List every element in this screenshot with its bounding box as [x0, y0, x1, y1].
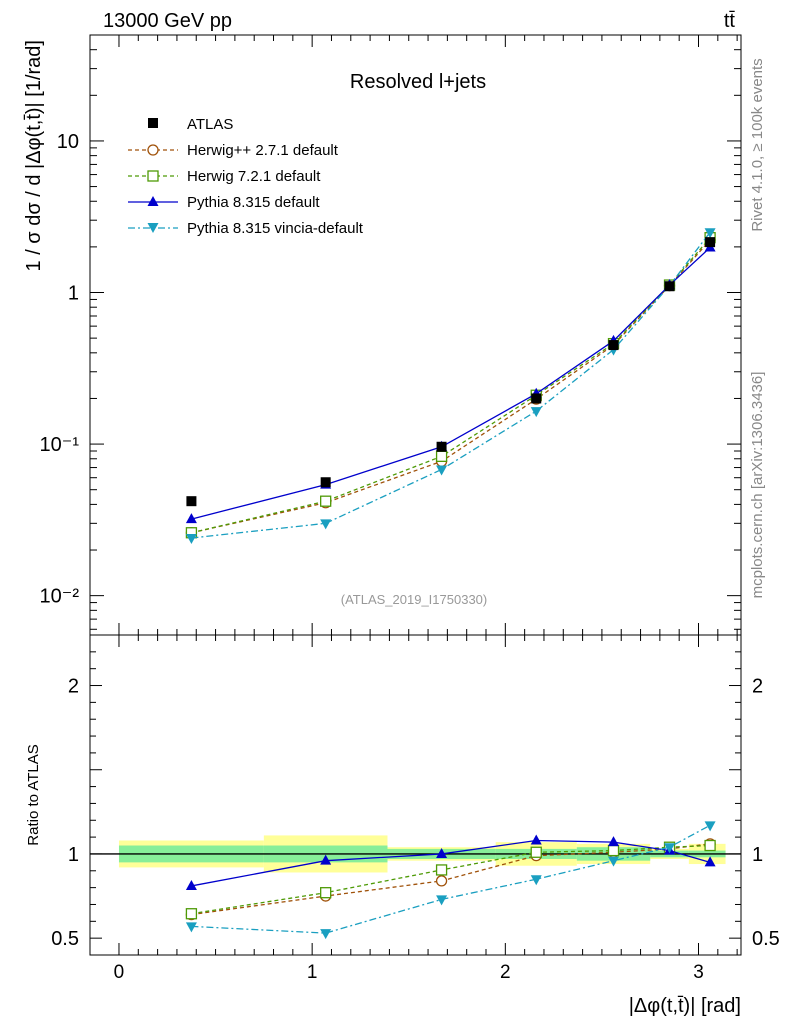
ratio-point-pythia-8-315-default: [320, 854, 332, 865]
x-tick-label: 0: [114, 962, 125, 983]
ratio-point-pythia-8-315-vincia-default: [704, 821, 716, 832]
legend-entry-atlas: ATLAS: [148, 116, 233, 133]
main-line-pythia-8-315-vincia-default: [191, 231, 711, 539]
ratio-point-pythia-8-315-default: [530, 834, 542, 845]
y-tick-label: 10⁻²: [40, 586, 80, 608]
ratio-point-herwig-2-7-1-default: [435, 875, 448, 887]
legend-entry-herwig7: Herwig 7.2.1 default: [128, 168, 321, 185]
rivet-label: Rivet 4.1.0, ≥ 100k events: [749, 58, 766, 231]
ratio-y-tick-label: 1: [68, 844, 79, 866]
ratio-plot-frame: [89, 634, 742, 956]
x-tick-label: 2: [500, 962, 511, 983]
legend-marker-pythia: [147, 196, 159, 206]
ratio-point-herwig-7-2-1-default: [530, 846, 542, 858]
legend-entry-herwig-pp: Herwig++ 2.7.1 default: [128, 142, 339, 159]
main-point-pythia-8-315-vincia-default: [185, 534, 197, 545]
ratio-point-pythia-8-315-vincia-default: [608, 856, 620, 867]
main-line-pythia-8-315-default: [191, 247, 711, 520]
ratio-y-tick-label: 0.5: [51, 928, 79, 950]
main-point-atlas: [436, 441, 447, 452]
legend: ATLAS Herwig++ 2.7.1 default Herwig 7.2.…: [128, 116, 364, 237]
main-point-atlas: [664, 281, 675, 292]
ratio-point-pythia-8-315-default: [185, 879, 197, 890]
chart-title: Resolved l+jets: [350, 71, 486, 93]
ratio-point-herwig-7-2-1-default: [435, 864, 448, 876]
y-tick-label: 1: [68, 283, 79, 305]
ratio-point-pythia-8-315-default: [608, 836, 620, 847]
ratio-y-tick-label-right: 2: [752, 676, 763, 698]
ratio-point-herwig-7-2-1-default: [607, 844, 620, 857]
legend-label-pythia: Pythia 8.315 default: [187, 194, 320, 211]
energy-label: 13000 GeV pp: [103, 10, 232, 32]
ratio-y-axis-label: Ratio to ATLAS: [25, 744, 42, 845]
main-point-atlas: [705, 237, 716, 248]
main-line-herwig-7-2-1-default: [191, 237, 711, 534]
ratio-y-tick-label-right: 0.5: [752, 928, 780, 950]
legend-label-pythia-vincia: Pythia 8.315 vincia-default: [187, 220, 364, 237]
axes-ticks: 0 1 2 3 10⁻² 10⁻¹ 1 10 0.5 0.5 1 1 2 2: [40, 34, 780, 983]
main-y-axis-label: 1 / σ dσ / d |Δφ(t,t̄)| [1/rad]: [23, 40, 45, 271]
y-tick-label: 10⁻¹: [40, 434, 80, 456]
main-point-pythia-8-315-vincia-default: [530, 407, 542, 418]
ratio-point-pythia-8-315-vincia-default: [185, 922, 197, 933]
series-layer: [185, 228, 716, 940]
ratio-point-pythia-8-315-vincia-default: [664, 843, 676, 854]
main-point-atlas: [186, 496, 197, 507]
ratio-y-tick-label-right: 1: [752, 844, 763, 866]
main-point-pythia-8-315-default: [185, 513, 197, 524]
y-tick-label: 10: [57, 131, 79, 153]
ratio-point-pythia-8-315-vincia-default: [530, 875, 542, 886]
legend-label-atlas: ATLAS: [187, 116, 233, 133]
analysis-label: (ATLAS_2019_I1750330): [341, 592, 487, 607]
main-line-herwig-2-7-1-default: [191, 239, 711, 534]
main-point-atlas: [608, 340, 619, 351]
main-point-atlas: [320, 477, 331, 488]
x-axis-label: |Δφ(t,t̄)| [rad]: [629, 995, 741, 1017]
ratio-point-pythia-8-315-vincia-default: [320, 929, 332, 940]
legend-label-herwig-pp: Herwig++ 2.7.1 default: [187, 142, 339, 159]
ratio-point-pythia-8-315-vincia-default: [436, 895, 448, 906]
main-point-herwig-7-2-1-default: [435, 450, 448, 462]
ratio-y-tick-label: 2: [68, 676, 79, 698]
ratio-point-pythia-8-315-default: [704, 856, 716, 867]
legend-marker-pythia-vincia: [147, 223, 159, 233]
ratio-point-herwig-7-2-1-default: [704, 839, 716, 852]
legend-entry-pythia-vincia: Pythia 8.315 vincia-default: [128, 220, 364, 237]
main-point-pythia-8-315-vincia-default: [320, 519, 332, 530]
legend-marker-herwig-pp: [147, 144, 159, 156]
main-point-pythia-8-315-vincia-default: [436, 465, 448, 476]
x-tick-label: 1: [307, 962, 318, 983]
legend-marker-atlas: [148, 118, 158, 128]
legend-marker-herwig7: [147, 170, 159, 182]
main-point-atlas: [531, 393, 542, 404]
ratio-point-pythia-8-315-default: [436, 847, 448, 858]
ratio-point-herwig-7-2-1-default: [320, 887, 332, 899]
process-label: tt̄: [724, 10, 736, 32]
mcplots-label: mcplots.cern.ch [arXiv:1306.3436]: [749, 372, 766, 599]
legend-entry-pythia: Pythia 8.315 default: [128, 194, 320, 211]
legend-label-herwig7: Herwig 7.2.1 default: [187, 168, 321, 185]
main-point-pythia-8-315-vincia-default: [704, 228, 716, 239]
x-tick-label: 3: [693, 962, 704, 983]
ratio-point-herwig-7-2-1-default: [185, 908, 198, 920]
main-point-herwig-7-2-1-default: [320, 495, 332, 507]
